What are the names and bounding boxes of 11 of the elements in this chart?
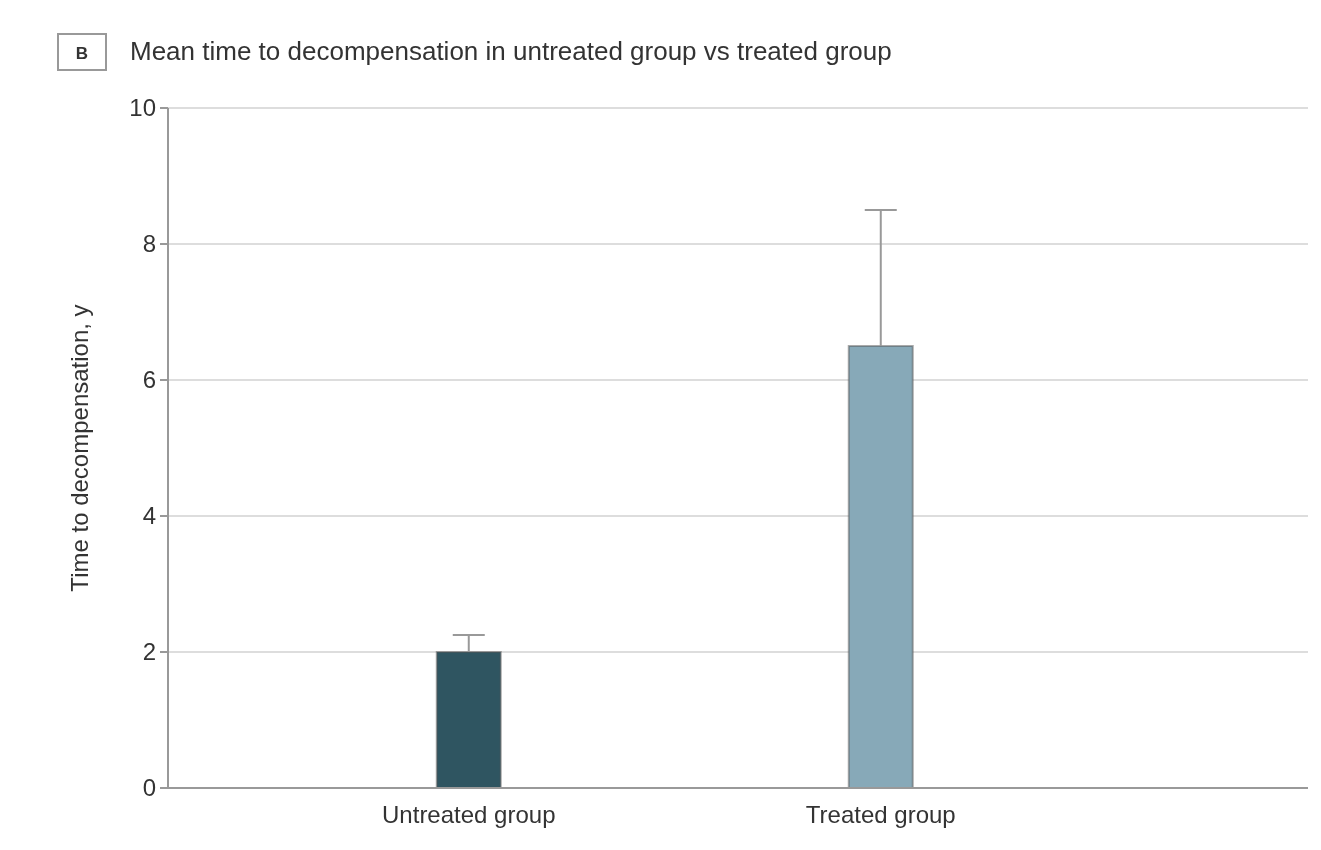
y-tick-label: 0 <box>142 774 156 802</box>
y-axis-title: Time to decompensation, y <box>66 304 93 592</box>
text: B <box>75 44 89 63</box>
y-tick-label: 4 <box>142 502 156 530</box>
y-tick-label: 6 <box>142 366 156 394</box>
x-tick-label: Untreated group <box>382 801 556 828</box>
y-tick-label: 10 <box>129 94 156 122</box>
x-tick-label: Treated group <box>805 801 956 828</box>
chart-title: Mean time to decompensation in untreated group vs treated group <box>130 36 892 66</box>
y-tick-label: 2 <box>142 638 156 666</box>
y-tick-label: 8 <box>142 230 156 258</box>
